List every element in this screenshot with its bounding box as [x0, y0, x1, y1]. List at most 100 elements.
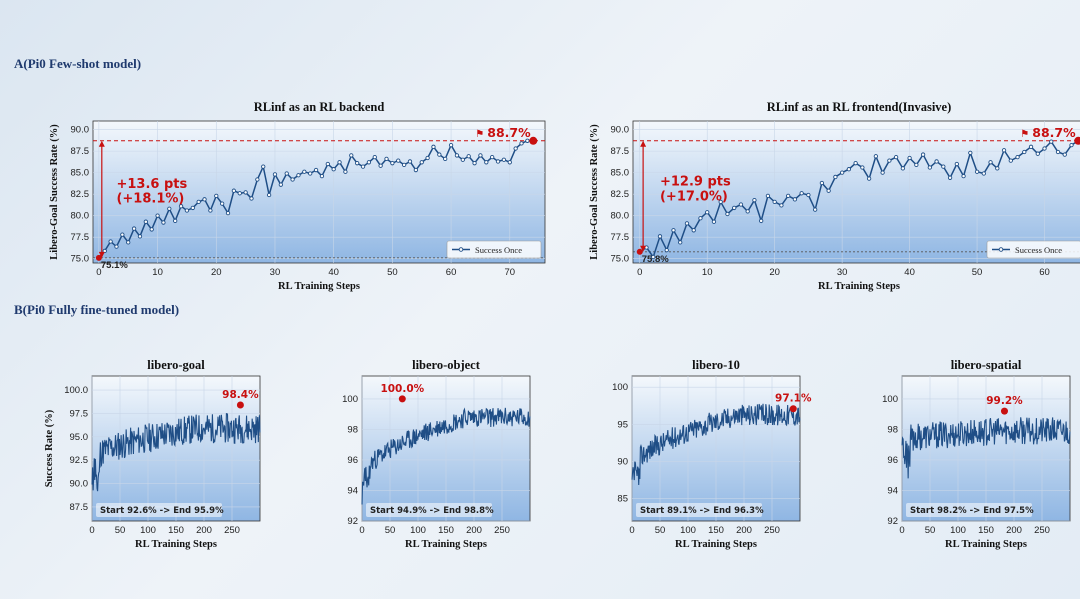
peak-point — [398, 395, 406, 403]
x-tick-label: 10 — [152, 267, 163, 278]
data-point — [759, 218, 764, 223]
data-point — [513, 146, 518, 151]
data-point — [149, 227, 154, 232]
y-tick-label: 80.0 — [71, 211, 90, 222]
data-point — [237, 191, 242, 196]
x-tick-label: 40 — [328, 267, 339, 278]
data-point — [131, 226, 137, 231]
data-point — [196, 199, 201, 205]
data-point — [995, 166, 1000, 171]
end-point — [1074, 136, 1080, 145]
data-point — [705, 210, 710, 215]
x-tick-label: 200 — [736, 525, 752, 536]
x-tick-label: 30 — [837, 267, 848, 278]
data-point — [1035, 151, 1040, 156]
plot-area — [92, 120, 546, 264]
x-tick-label: 250 — [1034, 525, 1050, 536]
x-axis-label: RL Training Steps — [278, 281, 360, 292]
note-box — [96, 503, 222, 517]
y-tick-label: 90.0 — [70, 479, 89, 490]
x-tick-label: 50 — [972, 267, 983, 278]
data-point — [1062, 152, 1067, 157]
data-point — [355, 161, 360, 166]
data-point — [331, 167, 336, 172]
data-point — [372, 154, 377, 160]
y-tick-label: 87.5 — [70, 502, 89, 513]
x-tick-label: 0 — [96, 267, 101, 278]
gain-arrow-head — [640, 140, 647, 147]
x-tick-label: 20 — [211, 267, 222, 278]
y-axis-label: Success Rate (%) — [44, 409, 55, 487]
y-tick-label: 97.5 — [70, 408, 89, 419]
series-line — [91, 412, 261, 492]
series-line — [901, 417, 1071, 479]
data-point — [495, 159, 501, 164]
x-tick-label: 250 — [764, 525, 780, 536]
peak-label: 97.1% — [775, 393, 812, 405]
x-tick-label: 70 — [504, 267, 515, 278]
data-point — [981, 171, 986, 176]
data-point — [313, 167, 319, 173]
y-tick-label: 92.5 — [70, 455, 89, 466]
data-point — [225, 210, 231, 216]
section-b-label: B(Pi0 Fully fine-tuned model) — [14, 302, 180, 317]
chart-libero-10: libero-10 0 50 100 150 200 250 85 90 95 100 RL Trai… — [612, 358, 812, 550]
y-tick-label: 75.0 — [71, 254, 90, 265]
y-tick-label: 77.5 — [71, 232, 90, 243]
data-point — [1049, 139, 1054, 144]
data-point — [1015, 154, 1020, 160]
data-point — [243, 190, 248, 195]
x-tick-label: 100 — [140, 525, 156, 536]
x-tick-label: 40 — [904, 267, 915, 278]
x-axis-label: RL Training Steps — [135, 539, 217, 550]
legend-label: Success Once — [1015, 245, 1062, 255]
x-tick-label: 150 — [978, 525, 994, 536]
data-point — [988, 160, 993, 165]
y-tick-label: 85.0 — [611, 168, 630, 179]
chart-title: RLinf as an RL frontend(Invasive) — [767, 100, 952, 114]
data-point — [360, 164, 366, 169]
data-point — [860, 165, 865, 170]
data-point — [866, 176, 872, 181]
gain-annotation-pct: (+18.1%) — [116, 191, 184, 206]
data-point — [893, 154, 899, 160]
data-point — [302, 169, 307, 174]
gain-arrow-tail — [640, 245, 647, 252]
end-point — [529, 136, 538, 145]
data-point — [968, 150, 973, 155]
y-tick-label: 94 — [887, 485, 898, 496]
data-point — [779, 203, 784, 208]
y-tick-label: 85 — [617, 494, 628, 505]
data-point — [184, 208, 190, 213]
legend-label: Success Once — [475, 245, 522, 255]
x-tick-label: 150 — [438, 525, 454, 536]
gain-annotation-pct: (+17.0%) — [660, 190, 728, 205]
data-point — [507, 160, 512, 165]
data-point — [448, 142, 454, 148]
data-point — [1022, 149, 1027, 155]
legend-marker — [998, 247, 1004, 252]
data-point — [272, 172, 278, 177]
y-axis-label: Libero-Goal Success Rate (%) — [49, 124, 60, 260]
data-point — [947, 175, 953, 180]
y-tick-label: 100 — [612, 382, 628, 393]
data-point — [765, 193, 771, 199]
data-point — [255, 177, 260, 182]
peak-point — [1000, 407, 1008, 415]
gain-annotation: +12.9 pts — [660, 175, 731, 190]
data-point — [525, 138, 530, 143]
x-tick-label: 0 — [629, 525, 634, 536]
chart-title: libero-object — [412, 358, 481, 372]
data-point — [437, 152, 442, 157]
x-axis-label: RL Training Steps — [818, 281, 900, 292]
data-point — [349, 153, 354, 158]
x-axis-label: RL Training Steps — [405, 539, 487, 550]
data-point — [900, 166, 906, 171]
data-point — [167, 206, 172, 211]
data-point — [384, 156, 389, 162]
start-end-note: Start 89.1% -> End 96.3% — [640, 506, 764, 516]
data-point — [173, 218, 178, 223]
data-point — [343, 169, 348, 174]
data-point — [806, 192, 811, 198]
data-point — [178, 204, 184, 209]
